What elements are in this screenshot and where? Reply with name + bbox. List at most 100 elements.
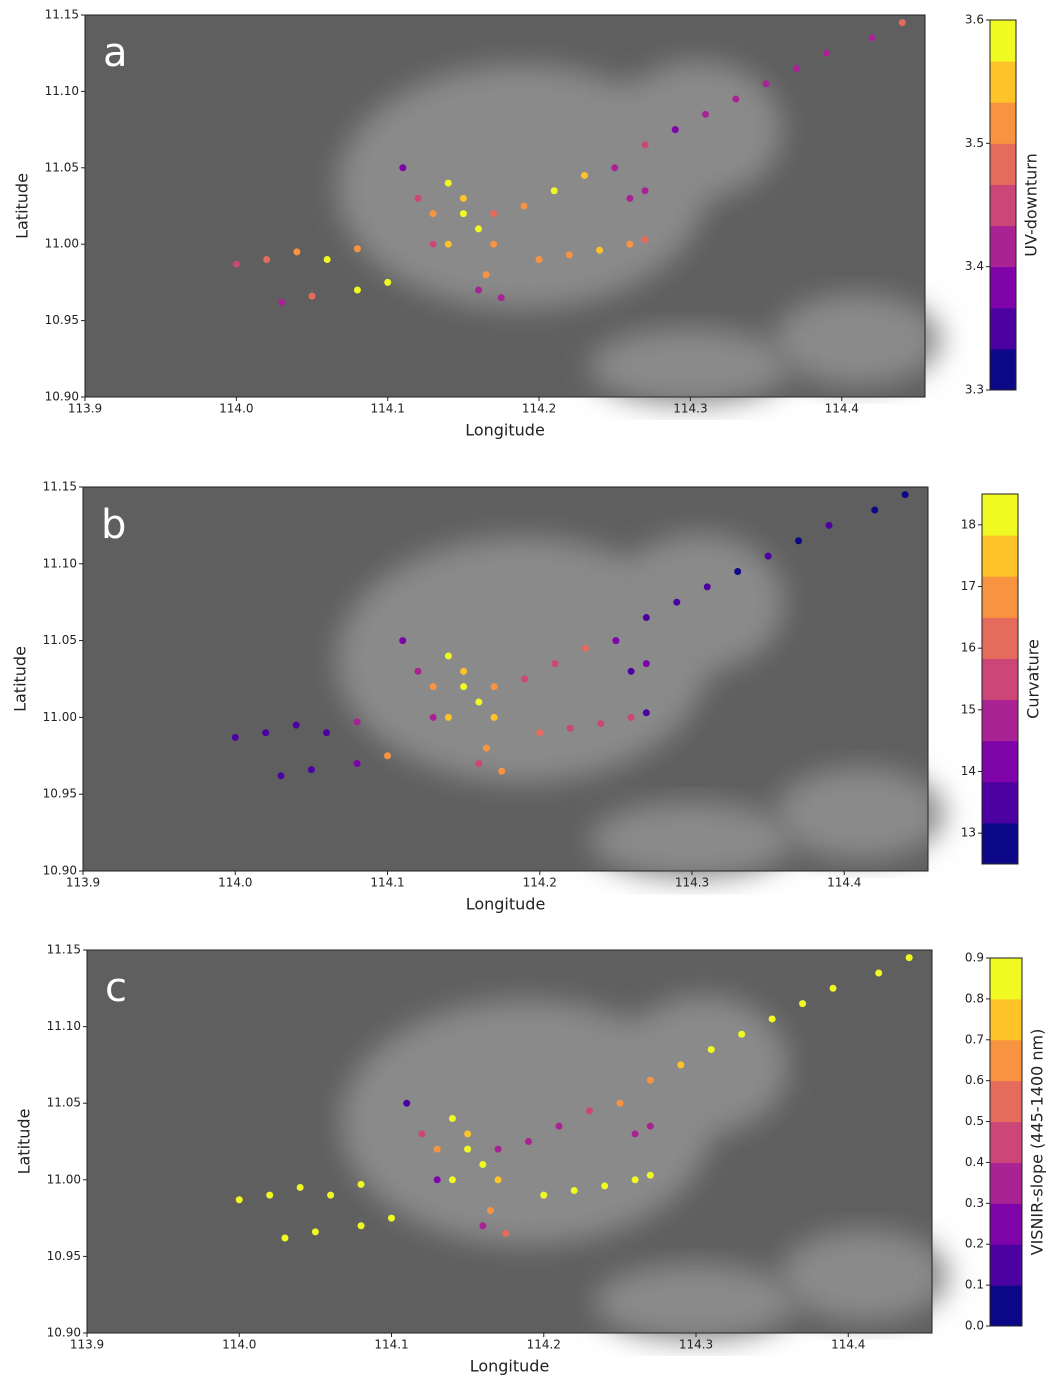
terrain-highlight (594, 1264, 797, 1341)
panel-label: a (103, 30, 128, 76)
data-point (497, 294, 505, 302)
panel-label: b (101, 502, 126, 548)
data-point (353, 286, 361, 294)
colorbar-frame (989, 957, 1023, 1327)
colorbar-tick-label: 3.6 (965, 13, 984, 27)
data-point (460, 683, 468, 691)
colorbar-tick-label: 14 (961, 764, 976, 778)
data-point (566, 724, 574, 732)
data-point (429, 713, 437, 721)
y-tick-label: 11.00 (45, 237, 79, 251)
data-point (296, 1183, 304, 1191)
colorbar-bin (982, 576, 1018, 618)
data-point (734, 567, 742, 575)
data-point (353, 759, 361, 767)
colorbar-label: UV-downturn (1022, 153, 1041, 257)
data-point (384, 278, 392, 286)
x-tick-label: 113.9 (68, 402, 102, 416)
data-point (278, 298, 286, 306)
x-tick-label: 113.9 (70, 1338, 104, 1352)
x-tick-label: 113.9 (66, 876, 100, 890)
terrain-highlight (775, 767, 945, 860)
y-tick-label: 11.05 (43, 633, 77, 647)
colorbar-tick-label: 0.1 (965, 1278, 984, 1292)
data-point (494, 1145, 502, 1153)
y-tick-label: 11.00 (47, 1172, 81, 1186)
x-tick-label: 114.3 (679, 1338, 713, 1352)
data-point (475, 759, 483, 767)
y-tick-label: 10.95 (47, 1249, 81, 1263)
colorbar-bin (982, 494, 1018, 536)
colorbar-tick-label: 0.9 (965, 951, 984, 965)
x-axis-label: Longitude (465, 421, 545, 440)
colorbar-tick-label: 17 (961, 579, 976, 593)
panel-label: c (105, 965, 127, 1011)
data-point (494, 1176, 502, 1184)
data-point (388, 1214, 396, 1222)
colorbar-tick-label: 16 (961, 641, 976, 655)
data-point (231, 733, 239, 741)
colorbar-bin (982, 699, 1018, 742)
terrain-highlight (779, 1229, 949, 1322)
data-point (646, 1076, 654, 1084)
data-point (327, 1191, 335, 1199)
data-point (490, 713, 498, 721)
data-point (875, 969, 883, 977)
x-tick-label: 114.0 (218, 876, 252, 890)
x-tick-label: 114.2 (523, 876, 557, 890)
data-point (581, 644, 589, 652)
data-point (414, 667, 422, 675)
data-point (323, 255, 331, 263)
data-point (384, 752, 392, 760)
terrain-highlight (590, 801, 793, 879)
x-tick-label: 114.2 (522, 402, 556, 416)
colorbar-bin (990, 266, 1016, 309)
y-tick-label: 11.10 (47, 1019, 81, 1033)
data-point (702, 110, 710, 118)
plot-frame (84, 14, 926, 398)
data-point (707, 1046, 715, 1054)
data-point (433, 1176, 441, 1184)
data-point (235, 1196, 243, 1204)
data-point (868, 34, 876, 42)
data-point (448, 1115, 456, 1123)
data-point (601, 1182, 609, 1190)
data-point (799, 1000, 807, 1008)
colorbar-frame (981, 493, 1019, 865)
data-point (646, 1171, 654, 1179)
data-point (311, 1228, 319, 1236)
colorbar-label: Curvature (1024, 639, 1043, 719)
colorbar-bin (990, 958, 1022, 1000)
data-point (308, 292, 316, 300)
data-point (444, 713, 452, 721)
data-point (502, 1229, 510, 1237)
data-point (418, 1130, 426, 1138)
data-point (641, 187, 649, 195)
y-tick-label: 10.95 (43, 787, 77, 801)
data-point (764, 552, 772, 560)
colorbar-tick-label: 15 (961, 702, 976, 716)
data-point (626, 240, 634, 248)
data-point (540, 1191, 548, 1199)
x-tick-label: 114.0 (219, 402, 253, 416)
colorbar-bin (990, 1285, 1022, 1327)
colorbar-tick-label: 0.0 (965, 1319, 984, 1333)
data-point (612, 637, 620, 645)
data-point (535, 255, 543, 263)
data-point (905, 954, 913, 962)
colorbar-bin (982, 781, 1018, 824)
colorbar-bin (990, 1244, 1022, 1286)
data-point (555, 1122, 563, 1130)
data-point (399, 637, 407, 645)
terrain-highlight (619, 995, 789, 1134)
data-point (490, 683, 498, 691)
terrain-highlight (336, 536, 709, 783)
data-point (353, 718, 361, 726)
colorbar-bin (982, 658, 1018, 701)
y-tick-label: 11.15 (43, 480, 77, 494)
data-point (732, 95, 740, 103)
data-point (825, 521, 833, 529)
colorbar-bin (990, 102, 1016, 144)
data-point (550, 187, 558, 195)
colorbar-bin (990, 1080, 1022, 1123)
